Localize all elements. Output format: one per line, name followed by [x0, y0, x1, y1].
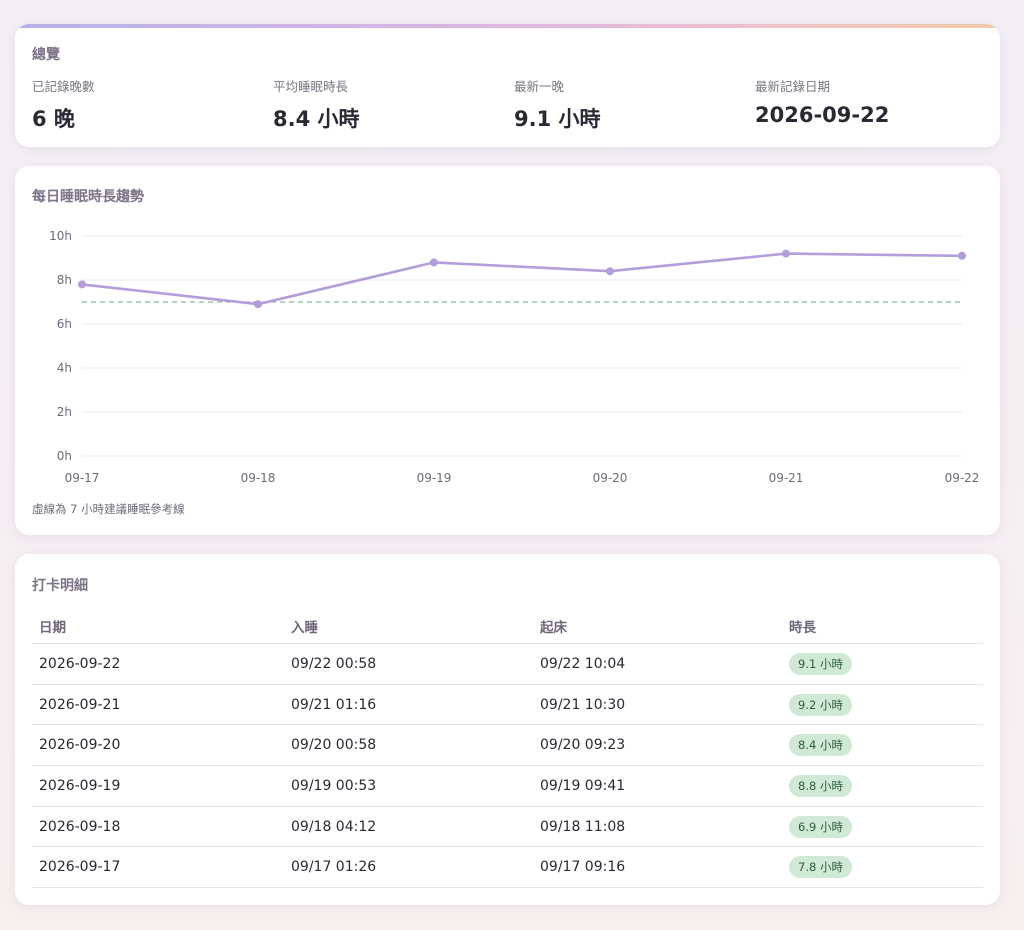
header-sleep: 入睡 — [291, 620, 318, 636]
y-tick-label: 6h — [57, 317, 72, 331]
stat-nights: 已記錄晚數 6 晚 — [32, 76, 262, 133]
cell-date: 2026-09-19 — [39, 778, 121, 795]
chart-title: 每日睡眠時長趨勢 — [32, 189, 144, 205]
stat-value: 2026-09-22 — [755, 103, 890, 127]
sleep-duration-line — [80, 252, 964, 306]
y-tick-label: 4h — [57, 361, 72, 375]
cell-sleep: 09/17 01:26 — [291, 859, 377, 876]
duration-badge: 6.9 小時 — [789, 815, 852, 838]
cell-date: 2026-09-22 — [39, 656, 121, 672]
trend-chart-card: 每日睡眠時長趨勢 0h 2h 4h 6h 8h 10h 09-17 09-18 09-19 09-… — [15, 166, 1000, 535]
duration-badge: 8.8 小時 — [789, 775, 852, 798]
chart-footnote: 虛線為 7 小時建議睡眠參考線 — [32, 502, 185, 516]
cell-date: 2026-09-17 — [39, 859, 121, 876]
data-point — [958, 251, 966, 260]
duration-badge: 7.8 小時 — [789, 856, 852, 879]
stat-label: 平均睡眠時長 — [273, 79, 349, 94]
stat-latest-date: 最新記錄日期 2026-09-22 — [755, 76, 985, 127]
x-tick-label: 09-19 — [417, 471, 452, 485]
duration-badge: 9.2 小時 — [789, 693, 852, 716]
duration-badge: 8.4 小時 — [789, 734, 852, 757]
cell-wake: 09/18 11:08 — [540, 818, 626, 835]
stat-label: 已記錄晚數 — [32, 79, 95, 94]
stat-value: 9.1 小時 — [514, 107, 601, 131]
cell-sleep: 09/18 04:12 — [291, 818, 377, 835]
cell-wake: 09/17 09:16 — [540, 859, 626, 876]
cell-sleep: 09/21 01:16 — [291, 696, 377, 713]
cell-sleep: 09/20 00:58 — [291, 737, 377, 754]
x-tick-label: 09-20 — [593, 471, 628, 485]
y-tick-label: 0h — [57, 449, 72, 463]
y-tick-label: 2h — [57, 405, 72, 419]
cell-wake: 09/20 09:23 — [540, 737, 626, 754]
table-header: 日期 入睡 起床 時長 — [32, 604, 983, 644]
table-row: 2026-09-20 09/20 00:58 09/20 09:23 8.4 小… — [32, 725, 983, 767]
data-point — [78, 280, 86, 289]
stat-label: 最新記錄日期 — [755, 79, 831, 94]
data-point — [430, 258, 438, 267]
table-row: 2026-09-19 09/19 00:53 09/19 09:41 8.8 小… — [32, 766, 983, 807]
y-tick-label: 10h — [49, 229, 72, 243]
cell-sleep: 09/22 00:58 — [291, 656, 377, 672]
overview-card: 總覽 已記錄晚數 6 晚 平均睡眠時長 8.4 小時 最新一晚 9.1 小時 最… — [15, 24, 1000, 147]
stat-value: 8.4 小時 — [273, 107, 360, 131]
x-tick-label: 09-18 — [241, 471, 276, 485]
overview-accent-bar — [15, 24, 1000, 28]
overview-title: 總覽 — [32, 47, 60, 63]
stat-value: 6 晚 — [32, 107, 75, 131]
header-date: 日期 — [39, 620, 66, 636]
y-tick-label: 8h — [57, 273, 72, 287]
table-row: 2026-09-18 09/18 04:12 09/18 11:08 6.9 小… — [32, 807, 983, 848]
cell-wake: 09/19 09:41 — [540, 778, 626, 795]
x-tick-label: 09-21 — [769, 471, 804, 485]
stat-latest-night: 最新一晚 9.1 小時 — [514, 76, 744, 133]
header-wake: 起床 — [540, 620, 567, 636]
cell-date: 2026-09-20 — [39, 737, 121, 754]
cell-wake: 09/21 10:30 — [540, 696, 626, 713]
detail-card: 打卡明細 日期 入睡 起床 時長 2026-09-22 09/22 00:58 … — [15, 554, 1000, 905]
cell-wake: 09/22 10:04 — [540, 656, 626, 672]
stat-label: 最新一晚 — [514, 79, 565, 94]
header-duration: 時長 — [789, 620, 816, 636]
sleep-trend-chart: 0h 2h 4h 6h 8h 10h 09-17 09-18 09-19 09-20 09-21 09… — [49, 229, 980, 485]
data-point — [254, 300, 262, 309]
detail-title: 打卡明細 — [32, 578, 88, 594]
cell-date: 2026-09-18 — [39, 818, 121, 835]
duration-badge: 9.1 小時 — [789, 653, 852, 675]
cell-date: 2026-09-21 — [39, 696, 121, 713]
stat-average: 平均睡眠時長 8.4 小時 — [273, 76, 503, 133]
table-row: 2026-09-17 09/17 01:26 09/17 09:16 7.8 小… — [32, 847, 983, 889]
x-tick-label: 09-22 — [945, 471, 980, 485]
data-point — [782, 249, 790, 258]
checkin-table: 日期 入睡 起床 時長 2026-09-22 09/22 00:58 09/22… — [32, 604, 983, 889]
x-tick-label: 09-17 — [65, 471, 100, 485]
table-row: 2026-09-22 09/22 00:58 09/22 10:04 9.1 小… — [32, 644, 983, 685]
cell-sleep: 09/19 00:53 — [291, 778, 377, 795]
table-row: 2026-09-21 09/21 01:16 09/21 10:30 9.2 小… — [32, 685, 983, 726]
data-point — [606, 267, 614, 276]
